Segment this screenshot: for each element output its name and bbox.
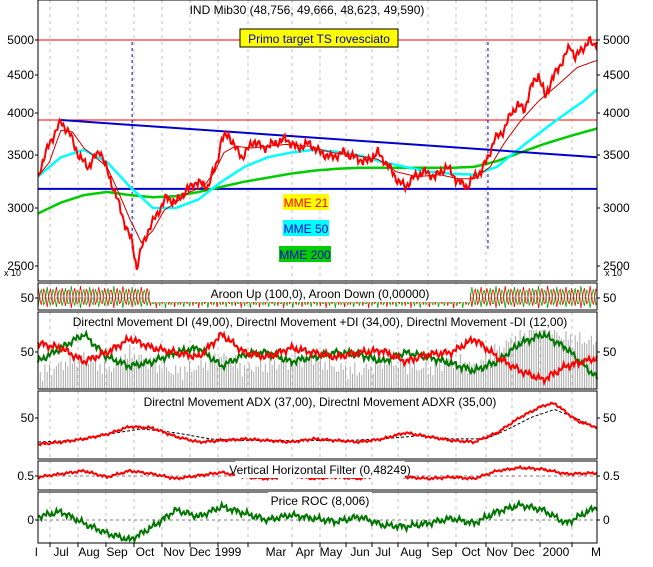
roc-series	[37, 499, 598, 545]
y-tick-label-left: 50	[21, 411, 35, 425]
y-tick-label-left: 0	[27, 513, 34, 527]
x-month-label: Jul	[375, 545, 390, 559]
main-chart-title: IND Mib30 (48,756, 49,666, 48,623, 49,59…	[190, 3, 425, 17]
panel-frame	[37, 282, 598, 311]
x-month-label: Aug	[78, 545, 99, 559]
adx-title: Directnl Movement ADX (37,00), Directnl …	[144, 395, 497, 409]
y-tick-label-left: 4500	[7, 68, 34, 82]
adx-series	[38, 401, 598, 447]
x-month-label: Sep	[106, 545, 128, 559]
x-month-label: Dec	[189, 545, 210, 559]
price-series	[37, 35, 598, 271]
scale-marker-left: x 10	[4, 268, 21, 278]
x-month-label: May	[320, 545, 343, 559]
y-tick-label-right: 50	[603, 291, 617, 305]
legend-mme200-box	[279, 246, 331, 262]
y-tick-label-right: 50	[603, 411, 617, 425]
y-tick-label-right: 0	[603, 513, 610, 527]
y-tick-label-left: 4000	[7, 106, 34, 120]
roc-title-bg	[268, 492, 372, 509]
x-month-label: Jun	[350, 545, 369, 559]
x-month-label: Nov	[163, 545, 184, 559]
y-tick-label-right: 3000	[603, 201, 630, 215]
target-note-text: Primo target TS rovesciato	[248, 32, 390, 46]
x-month-label: Sep	[431, 545, 453, 559]
aroon-title: Aroon Up (100,0), Aroon Down (0,00000)	[211, 287, 430, 301]
x-month-label: M	[591, 545, 601, 559]
target-note-box	[239, 28, 399, 48]
axis-label-layer: 2500 2500 3000 3000 3500 3500 4000 4000 4500 4500…	[7, 33, 630, 559]
y-tick-label-right: 0.5	[603, 469, 620, 483]
legend-mme200-label: MME 200	[279, 248, 331, 262]
y-tick-label-right: 4500	[603, 68, 630, 82]
target-note: Primo target TS rovesciato	[239, 28, 399, 48]
legend-mme21-box	[283, 194, 329, 210]
mme200-series	[37, 127, 598, 215]
y-tick-label-left: 0.5	[17, 469, 34, 483]
x-month-label: 2000	[543, 545, 570, 559]
x-month-label: Dec	[513, 545, 534, 559]
x-month-label: Mar	[266, 545, 287, 559]
y-tick-label-right: 2500	[603, 259, 630, 273]
x-month-label: Jul	[53, 545, 68, 559]
y-tick-label-right: 4000	[603, 106, 630, 120]
x-month-label: Apr	[296, 545, 315, 559]
y-tick-label-right: 3500	[603, 148, 630, 162]
y-tick-label-left: 50	[21, 291, 35, 305]
legend-mme50-box	[283, 220, 329, 236]
aroon-title-bg	[150, 285, 470, 302]
y-tick-label-left: 3500	[7, 148, 34, 162]
y-tick-label-right: 50	[603, 345, 617, 359]
y-tick-label-left: 50	[21, 345, 35, 359]
dmi-title: Directnl Movement DI (49,00), Directnl M…	[73, 315, 568, 329]
x-month-label: Oct	[462, 545, 481, 559]
x-month-label: Aug	[400, 545, 421, 559]
vhf-title-bg	[235, 461, 405, 478]
y-tick-label-left: 3000	[7, 201, 34, 215]
x-month-label: Nov	[486, 545, 507, 559]
dmi-title-bg	[85, 313, 555, 330]
x-left-fragment: l	[35, 545, 38, 559]
x-month-label: 1999	[215, 545, 242, 559]
trendline	[60, 119, 598, 159]
panel-frame	[37, 390, 598, 460]
roc-title: Price ROC (8,006)	[271, 494, 370, 508]
y-tick-label-left: 2500	[7, 259, 34, 273]
adxr-series	[37, 408, 598, 443]
y-tick-label-right: 5000	[603, 33, 630, 47]
legend-mme50-label: MME 50	[284, 222, 329, 236]
y-tick-label-left: 5000	[7, 33, 34, 47]
x-month-label: Oct	[136, 545, 155, 559]
legend: MME 21 MME 50 MME 200	[279, 194, 331, 262]
panel-frame	[37, 311, 598, 390]
vhf-title: Vertical Horizontal Filter (0,48249)	[229, 463, 410, 477]
adx-title-bg	[150, 393, 490, 410]
scale-marker-right: x 10	[605, 268, 622, 278]
dmi-plus-series	[37, 330, 598, 387]
panel-frame	[37, 0, 598, 282]
legend-mme21-label: MME 21	[284, 196, 329, 210]
